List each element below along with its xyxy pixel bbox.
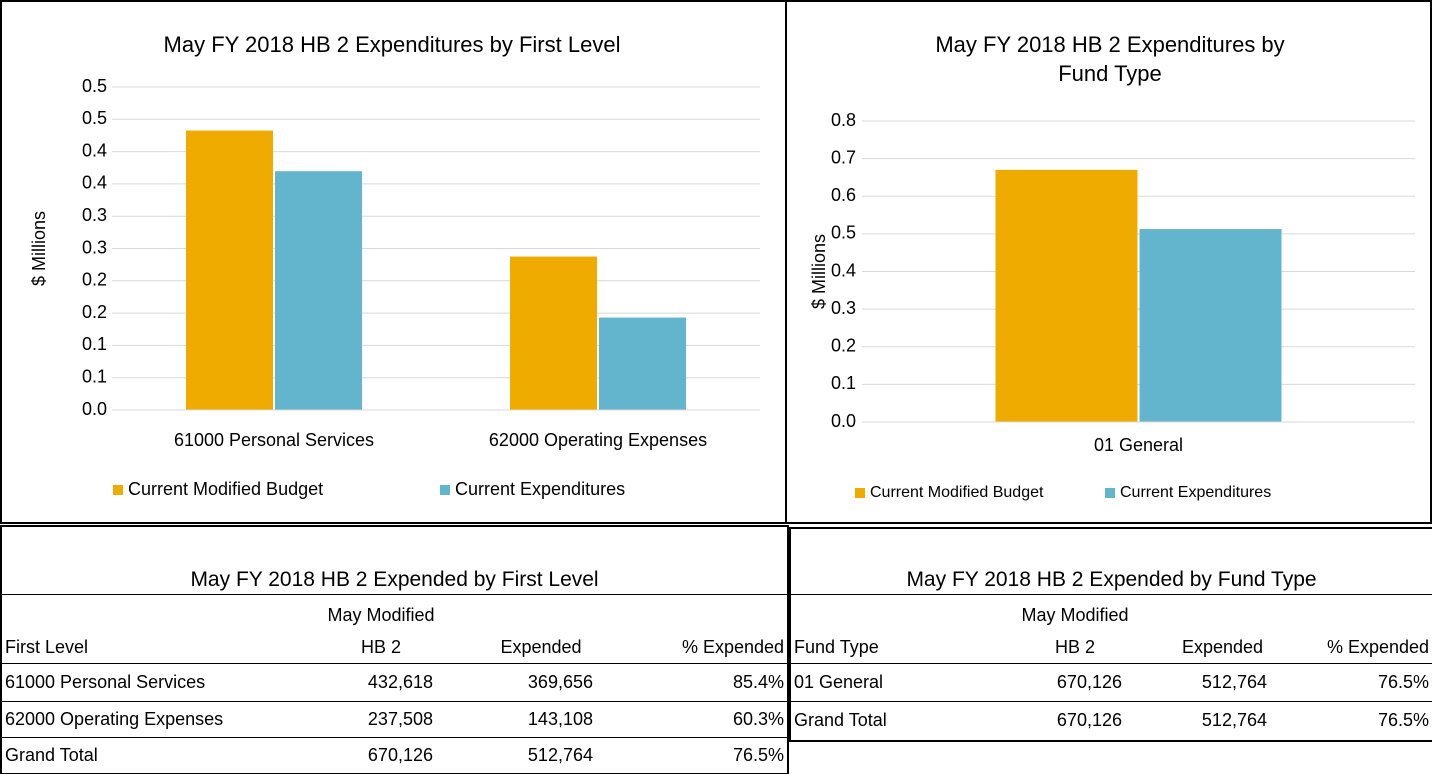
cell: 512,764 <box>1150 701 1295 742</box>
column-header: % Expended <box>621 594 789 664</box>
y-tick-label: 0.2 <box>82 302 107 322</box>
header-line: Fund Type <box>794 636 879 657</box>
column-header: Expended <box>461 594 621 664</box>
legend-swatch <box>113 485 123 495</box>
bar <box>1139 229 1282 422</box>
cell: Grand Total <box>790 701 1000 742</box>
y-tick-label: 0.5 <box>82 108 107 128</box>
chart-panel <box>785 0 1432 524</box>
legend-swatch <box>855 488 865 498</box>
column-header: Fund Type <box>790 594 1000 664</box>
y-tick-label: 0.6 <box>831 185 856 205</box>
legend-swatch <box>440 485 450 495</box>
y-tick-label: 0.1 <box>831 373 856 393</box>
cell: 61000 Personal Services <box>1 663 301 702</box>
data-table: May FY 2018 HB 2 Expended by Fund Type Fu… <box>789 527 1432 742</box>
header-row: First Level May Modified HB 2 Expended % Exp… <box>1 594 789 664</box>
y-tick-label: 0.1 <box>82 334 107 354</box>
cell: 512,764 <box>461 737 621 774</box>
table-row: 62000 Operating Expenses 237,508 143,108 60… <box>1 701 789 738</box>
table-row: 01 General 670,126 512,764 76.5% <box>790 663 1432 702</box>
header-line: HB 2 <box>1054 636 1096 657</box>
y-tick-label: 0.3 <box>82 237 107 257</box>
cell: 60.3% <box>621 701 789 738</box>
cell: 512,764 <box>1150 663 1295 702</box>
legend-label: Current Modified Budget <box>128 479 323 499</box>
header-line: HB 2 <box>360 636 402 657</box>
y-tick-label: 0.1 <box>82 366 107 386</box>
header-line: Expended <box>1181 636 1264 657</box>
legend-label: Current Expenditures <box>455 479 625 499</box>
column-header: First Level <box>1 594 301 664</box>
bar <box>995 169 1138 422</box>
y-tick-label: 0.3 <box>831 298 856 318</box>
data-table: May FY 2018 HB 2 Expended by First Level… <box>0 525 790 774</box>
cell: 237,508 <box>301 701 461 738</box>
y-tick-label: 0.0 <box>831 411 856 431</box>
legend-swatch <box>1105 488 1115 498</box>
chart-title: May FY 2018 HB 2 Expenditures by First L… <box>163 32 621 57</box>
y-tick-label: 0.4 <box>82 173 107 193</box>
cell: 670,126 <box>301 737 461 774</box>
y-axis-label: $ Millions <box>809 234 829 309</box>
table-row: 61000 Personal Services 432,618 369,656 85.… <box>1 663 789 702</box>
legend-label: Current Expenditures <box>1120 484 1271 501</box>
table-title: May FY 2018 HB 2 Expended by First Level <box>1 526 789 595</box>
cell: 76.5% <box>621 737 789 774</box>
y-tick-label: 0.5 <box>82 76 107 96</box>
cell: 76.5% <box>1295 701 1432 742</box>
cell: 01 General <box>790 663 1000 702</box>
y-tick-label: 0.0 <box>82 399 107 419</box>
header-line: Expended <box>500 636 582 657</box>
cell: Grand Total <box>1 737 301 774</box>
bar <box>510 256 597 410</box>
header-line: % Expended <box>1326 636 1430 657</box>
column-header: May Modified HB 2 <box>1000 594 1150 664</box>
chart-title: May FY 2018 HB 2 Expenditures by Fund Ty… <box>935 32 1285 86</box>
y-tick-label: 0.2 <box>831 336 856 356</box>
y-tick-label: 0.5 <box>831 223 856 243</box>
cell: 76.5% <box>1295 663 1432 702</box>
bar <box>599 317 686 410</box>
bar <box>186 130 273 410</box>
legend-label: Current Modified Budget <box>870 484 1044 501</box>
cell: 432,618 <box>301 663 461 702</box>
y-tick-label: 0.4 <box>82 140 107 160</box>
x-tick-label: 62000 Operating Expenses <box>489 430 707 450</box>
y-tick-label: 0.8 <box>831 110 856 130</box>
cell: 85.4% <box>621 663 789 702</box>
table-title: May FY 2018 HB 2 Expended by Fund Type <box>790 528 1432 595</box>
y-tick-label: 0.4 <box>831 260 856 280</box>
y-axis-label: $ Millions <box>29 211 49 286</box>
title-row: May FY 2018 HB 2 Expended by Fund Type <box>790 528 1432 595</box>
header-line: First Level <box>5 636 89 657</box>
x-tick-label: 61000 Personal Services <box>174 430 374 450</box>
column-header: % Expended <box>1295 594 1432 664</box>
title-row: May FY 2018 HB 2 Expended by First Level <box>1 526 789 595</box>
header-row: Fund Type May Modified HB 2 Expended % Expen… <box>790 594 1432 664</box>
cell: 62000 Operating Expenses <box>1 701 301 738</box>
header-line: May Modified <box>1021 604 1129 625</box>
bar <box>275 171 362 410</box>
x-tick-label: 01 General <box>1094 435 1183 455</box>
header-line: May Modified <box>327 604 435 625</box>
table-row: Grand Total 670,126 512,764 76.5% <box>790 701 1432 742</box>
y-tick-label: 0.2 <box>82 270 107 290</box>
header-line: % Expended <box>681 636 785 657</box>
cell: 143,108 <box>461 701 621 738</box>
column-header: Expended <box>1150 594 1295 664</box>
table-row: Grand Total 670,126 512,764 76.5% <box>1 737 789 774</box>
cell: 670,126 <box>1000 663 1150 702</box>
cell: 369,656 <box>461 663 621 702</box>
column-header: May Modified HB 2 <box>301 594 461 664</box>
y-tick-label: 0.7 <box>831 147 856 167</box>
y-tick-label: 0.3 <box>82 205 107 225</box>
cell: 670,126 <box>1000 701 1150 742</box>
